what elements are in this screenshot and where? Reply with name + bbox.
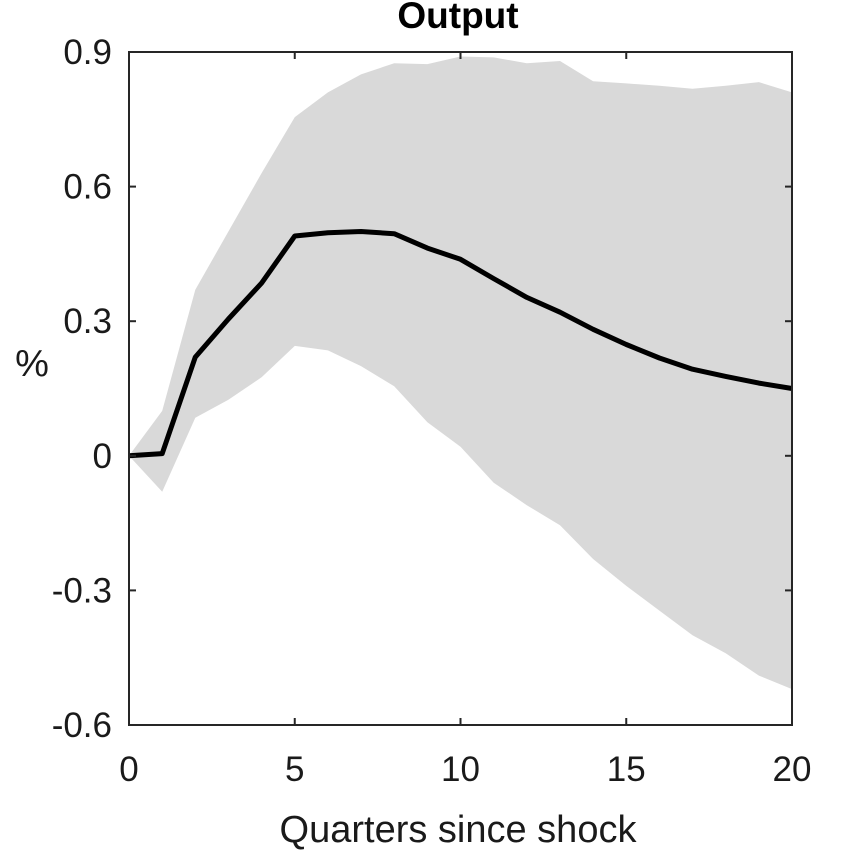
- y-tick-label: -0.3: [52, 571, 112, 610]
- y-axis-label: %: [15, 343, 49, 385]
- x-tick-label: 10: [441, 750, 480, 789]
- x-tick-label: 20: [773, 750, 812, 789]
- y-tick-label: -0.6: [52, 706, 112, 745]
- response-line: [128, 229, 793, 459]
- x-tick-label: 0: [119, 750, 138, 789]
- y-tick-label: 0.6: [63, 168, 112, 207]
- x-tick-label: 5: [285, 750, 304, 789]
- x-axis-label: Quarters since shock: [280, 809, 638, 851]
- y-tick-label: 0.3: [63, 302, 112, 341]
- x-tick-label: 15: [607, 750, 646, 789]
- confidence-band: [129, 56, 792, 690]
- y-tick-label: 0.9: [63, 33, 112, 72]
- y-tick-label: 0: [93, 437, 112, 476]
- chart-title: Output: [397, 0, 518, 36]
